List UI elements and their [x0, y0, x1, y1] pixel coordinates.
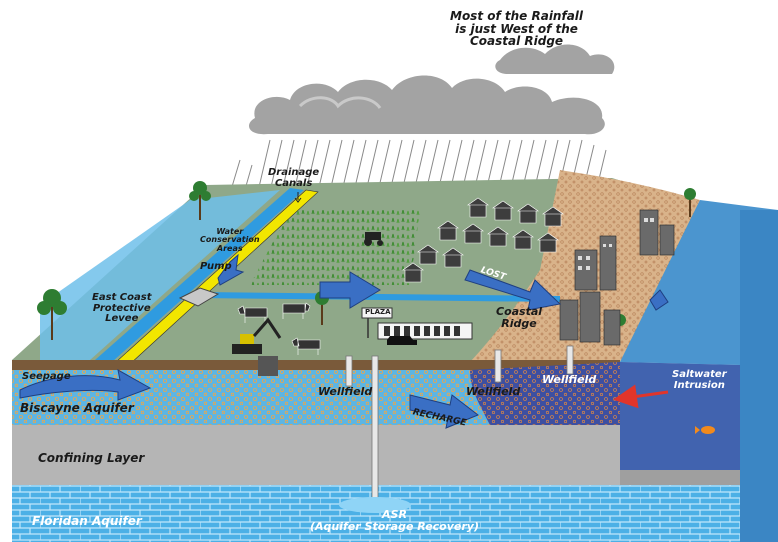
drainage-canals-label: Drainage Canals	[268, 167, 320, 189]
crop-field	[250, 210, 420, 285]
plaza-sign-icon	[361, 307, 473, 340]
plaza-label: PLAZA	[365, 308, 391, 316]
saltwater-intrusion-label: Saltwater Intrusion	[672, 369, 727, 391]
floridan-aquifer-label: Floridan Aquifer	[32, 514, 142, 528]
rain-icon	[227, 139, 607, 204]
asr-label: ASR (Aquifer Storage Recovery)	[310, 508, 479, 533]
coastal-ridge-label: Coastal Ridge	[496, 305, 543, 330]
cow-icon	[237, 302, 321, 355]
well-pipe-icon	[345, 345, 574, 505]
wellfield-left-label: Wellfield	[318, 385, 373, 398]
tractor-icon	[364, 232, 383, 246]
car-icon	[387, 336, 417, 345]
asr-bubble	[339, 497, 411, 513]
levee-label: East Coast Protective Levee	[92, 292, 152, 324]
arrow-icon	[19, 253, 669, 429]
rainfall-label: Most of the Rainfall is just West of the…	[450, 9, 584, 49]
pump-label: Pump	[200, 261, 232, 272]
canal-main	[195, 292, 560, 302]
wellfield-mid-label: Wellfield	[466, 385, 521, 398]
floridan-layer	[12, 485, 620, 542]
cloud-icon	[248, 44, 615, 135]
biscayne-aquifer-label: Biscayne Aquifer	[20, 401, 134, 415]
canal-left	[95, 188, 304, 362]
saltwater-arrow	[613, 384, 669, 409]
confining-layer-label: Confining Layer	[38, 451, 145, 465]
topsoil-strip	[12, 360, 620, 370]
water-conservation-label: Water Conservation Areas	[200, 227, 260, 253]
wellfield-right-label: Wellfield	[542, 373, 597, 386]
ocean-surface	[620, 200, 778, 365]
seepage-label: Seepage	[22, 371, 71, 382]
confining-layer	[12, 425, 620, 485]
city-building-icon	[559, 209, 675, 346]
water-conservation-area	[40, 190, 280, 360]
excavator-icon	[232, 317, 282, 376]
fish-icon	[695, 426, 715, 434]
pump-structure	[178, 287, 220, 307]
house-icon	[402, 197, 564, 283]
drainage-pointer	[294, 192, 302, 203]
